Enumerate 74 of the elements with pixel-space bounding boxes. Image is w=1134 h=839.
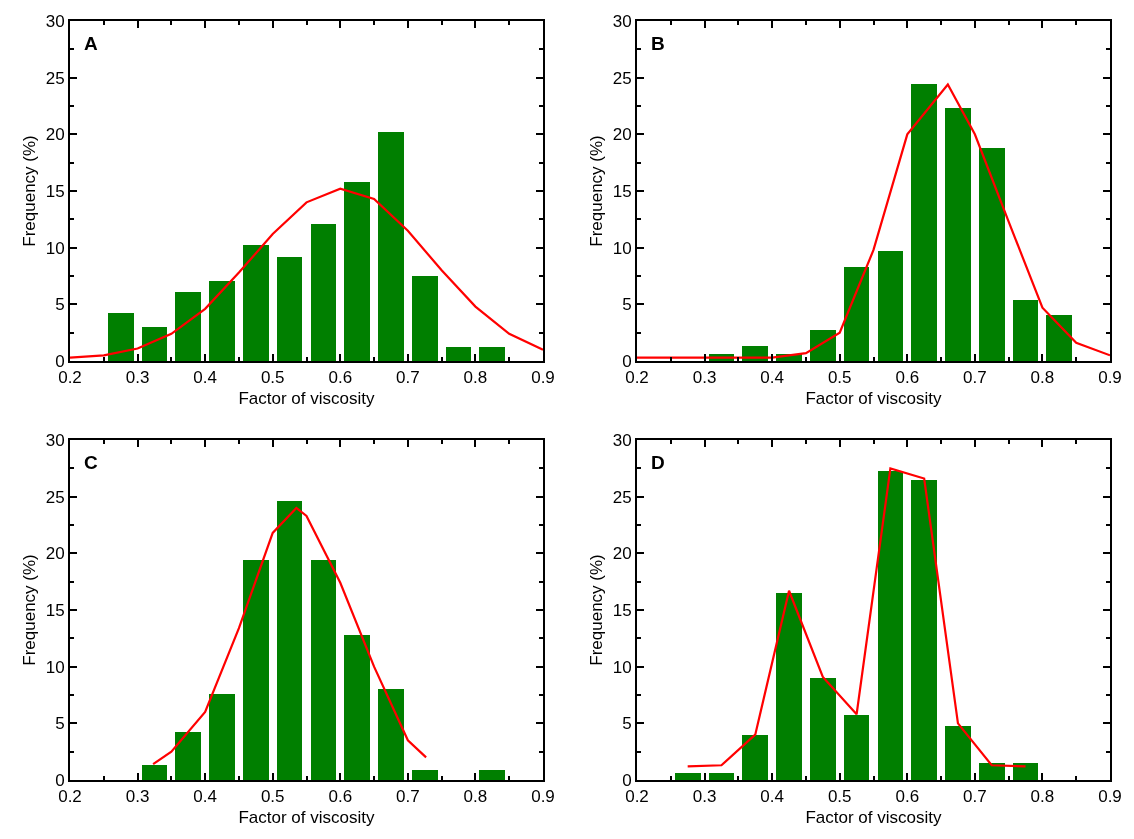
x-tick-label: 0.6	[328, 368, 353, 388]
x-tick-label: 0.5	[260, 787, 285, 807]
line-series	[70, 187, 543, 359]
y-tick-label: 25	[612, 487, 632, 507]
x-tick-label: 0.6	[895, 368, 920, 388]
y-tick-label: 20	[45, 125, 65, 145]
x-tick-label: 0.5	[260, 368, 285, 388]
x-tick-label: 0.6	[328, 787, 353, 807]
x-tick-label: 0.2	[625, 368, 649, 388]
x-tick-label: 0.3	[692, 368, 717, 388]
x-tick-label: 0.8	[1030, 368, 1055, 388]
y-tick-label: 15	[612, 181, 632, 201]
y-tick-label: 5	[622, 295, 632, 315]
x-tick-label: 0.5	[827, 368, 852, 388]
y-tick-label: 10	[45, 657, 65, 677]
y-axis-title: Frequency (%)	[19, 135, 39, 247]
text: B	[651, 33, 665, 54]
x-tick-label: 0.5	[827, 787, 852, 807]
text: C	[84, 452, 98, 473]
x-axis-title: Factor of viscosity	[805, 389, 943, 409]
x-tick-label: 0.8	[463, 787, 488, 807]
x-tick-label: 0.9	[1098, 787, 1122, 807]
x-tick-label: 0.2	[58, 787, 82, 807]
y-tick-label: 30	[612, 11, 632, 31]
y-tick-label: 20	[45, 544, 65, 564]
y-tick-label: 25	[612, 68, 632, 88]
x-tick-label: 0.9	[531, 787, 555, 807]
x-tick-label: 0.4	[193, 368, 217, 388]
x-axis-title: Factor of viscosity	[238, 808, 376, 828]
text: A	[84, 33, 98, 54]
y-tick-label: 0	[622, 770, 632, 790]
y-tick-label: 0	[55, 770, 65, 790]
x-tick-label: 0.7	[396, 787, 420, 807]
y-tick-label: 25	[45, 68, 65, 88]
x-tick-label: 0.2	[625, 787, 649, 807]
y-tick-label: 10	[612, 657, 632, 677]
y-axis-title: Frequency (%)	[586, 554, 606, 666]
y-tick-label: 30	[45, 430, 65, 450]
y-tick-label: 30	[612, 430, 632, 450]
x-tick-label: 0.4	[193, 787, 217, 807]
x-tick-label: 0.6	[895, 787, 920, 807]
text: D	[651, 452, 665, 473]
y-tick-label: 10	[612, 238, 632, 258]
x-tick-label: 0.7	[396, 368, 420, 388]
y-tick-label: 5	[622, 714, 632, 734]
y-axis-title: Frequency (%)	[19, 554, 39, 666]
y-tick-label: 0	[622, 351, 632, 371]
y-tick-label: 10	[45, 238, 65, 258]
x-tick-label: 0.9	[1098, 368, 1122, 388]
x-axis-title: Factor of viscosity	[238, 389, 376, 409]
x-tick-label: 0.3	[125, 787, 150, 807]
y-tick-label: 0	[55, 351, 65, 371]
x-tick-label: 0.7	[963, 368, 987, 388]
y-tick-label: 20	[612, 125, 632, 145]
x-tick-label: 0.8	[463, 368, 488, 388]
x-axis-title: Factor of viscosity	[805, 808, 943, 828]
x-tick-label: 0.9	[531, 368, 555, 388]
y-tick-label: 15	[612, 600, 632, 620]
y-tick-label: 5	[55, 714, 65, 734]
y-tick-label: 30	[45, 11, 65, 31]
x-tick-label: 0.4	[760, 368, 784, 388]
y-tick-label: 5	[55, 295, 65, 315]
x-tick-label: 0.3	[125, 368, 150, 388]
x-tick-label: 0.3	[692, 787, 717, 807]
line-series	[637, 83, 1110, 359]
x-tick-label: 0.2	[58, 368, 82, 388]
y-tick-label: 20	[612, 544, 632, 564]
x-tick-label: 0.4	[760, 787, 784, 807]
y-tick-label: 15	[45, 181, 65, 201]
y-axis-title: Frequency (%)	[586, 135, 606, 247]
y-tick-label: 25	[45, 487, 65, 507]
x-tick-label: 0.8	[1030, 787, 1055, 807]
y-tick-label: 15	[45, 600, 65, 620]
x-tick-label: 0.7	[963, 787, 987, 807]
